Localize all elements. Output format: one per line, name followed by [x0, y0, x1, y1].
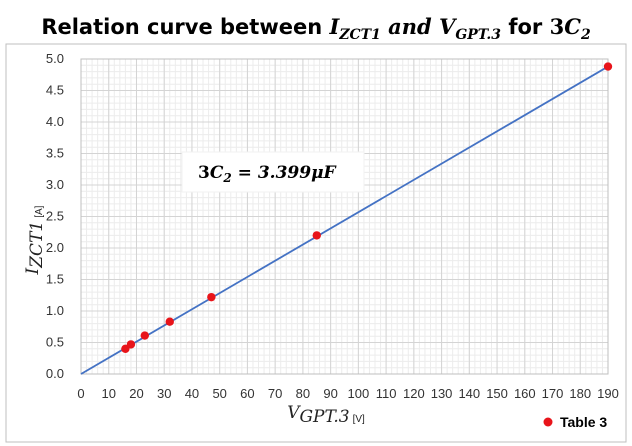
y-tick-label: 4.5	[46, 83, 64, 98]
x-tick-label: 150	[486, 386, 508, 401]
x-tick-label: 40	[185, 386, 199, 401]
annotation-eq: =	[232, 163, 258, 183]
x-axis-var: V	[287, 403, 301, 423]
x-axis-sub: GPT.3	[299, 407, 349, 427]
title-joiner: and	[381, 14, 439, 39]
title-var1-sub: ZCT1	[338, 27, 381, 43]
x-tick-label: 20	[129, 386, 143, 401]
annotation-text: 3C2 = 3.399μF	[198, 163, 338, 185]
x-tick-label: 90	[323, 386, 337, 401]
x-tick-label: 50	[212, 386, 226, 401]
y-tick-label: 1.5	[46, 272, 64, 287]
y-tick-label: 3.0	[46, 177, 64, 192]
axes	[80, 58, 609, 375]
annotation-cap: C	[210, 163, 224, 183]
chart-border	[5, 43, 627, 443]
data-point	[312, 231, 321, 240]
y-tick-label: 0.0	[46, 366, 64, 381]
data-point	[140, 331, 149, 340]
title-var1: I	[328, 14, 340, 39]
y-tick-labels: 0.0 0.5 1.0 1.5 2.0 2.5 3.0 3.5 4.0 4.5 5.0	[46, 51, 64, 381]
x-tick-label: 70	[268, 386, 282, 401]
x-tick-label: 180	[569, 386, 591, 401]
legend-label: Table 3	[560, 414, 607, 430]
legend-marker	[543, 417, 553, 427]
annotation-box	[181, 151, 365, 193]
annotation-coef: 3	[198, 163, 210, 183]
plot-area-border	[80, 58, 609, 375]
y-tick-label: 2.5	[46, 209, 64, 224]
data-point	[126, 340, 136, 349]
title-var2-sub: GPT.3	[455, 27, 501, 43]
y-tick-label: 1.0	[46, 303, 64, 318]
x-axis-label: VGPT.3 [V]	[287, 403, 365, 427]
title-coef: 3	[550, 14, 565, 39]
x-tick-label: 10	[102, 386, 116, 401]
y-tick-label: 2.0	[46, 240, 64, 255]
x-tick-label: 170	[542, 386, 564, 401]
data-point	[207, 292, 216, 302]
chart-title: Relation curve between IZCT1 and VGPT.3 …	[41, 14, 591, 43]
x-tick-label: 140	[458, 386, 480, 401]
y-tick-label: 3.5	[46, 146, 64, 161]
y-axis-var: I	[23, 267, 43, 275]
x-tick-label: 160	[514, 386, 536, 401]
title-cap-sub: 2	[580, 27, 591, 43]
y-axis-label: IZCT1 [A]	[23, 205, 47, 275]
data-points	[121, 62, 613, 353]
x-tick-label: 120	[403, 386, 425, 401]
annotation-unit: μF	[311, 163, 337, 183]
x-tick-label: 60	[240, 386, 254, 401]
y-tick-label: 0.5	[46, 335, 64, 350]
data-point	[165, 317, 174, 326]
x-tick-label: 190	[597, 386, 619, 401]
data-point	[603, 62, 613, 71]
x-tick-label: 0	[77, 386, 84, 401]
x-tick-label: 130	[431, 386, 453, 401]
title-cap: C	[564, 14, 581, 39]
annotation-cap-sub: 2	[222, 171, 231, 185]
x-tick-label: 30	[157, 386, 171, 401]
title-suffix: for	[501, 15, 550, 39]
x-tick-labels: 0 10 20 30 40 50 60 70 80 90 100 110 120 130 140 150 160…	[77, 386, 618, 401]
title-prefix: Relation curve between	[41, 15, 329, 39]
y-axis-unit: [A]	[34, 205, 45, 217]
y-tick-label: 4.0	[46, 114, 64, 129]
annotation-value: 3.399	[258, 163, 311, 183]
x-tick-label: 80	[296, 386, 310, 401]
x-tick-label: 110	[376, 386, 397, 401]
title-var2: V	[439, 14, 458, 39]
x-tick-label: 100	[348, 386, 370, 401]
x-axis-unit: [V]	[353, 414, 365, 425]
y-axis-sub: ZCT1	[27, 221, 47, 269]
y-tick-label: 5.0	[46, 51, 64, 66]
